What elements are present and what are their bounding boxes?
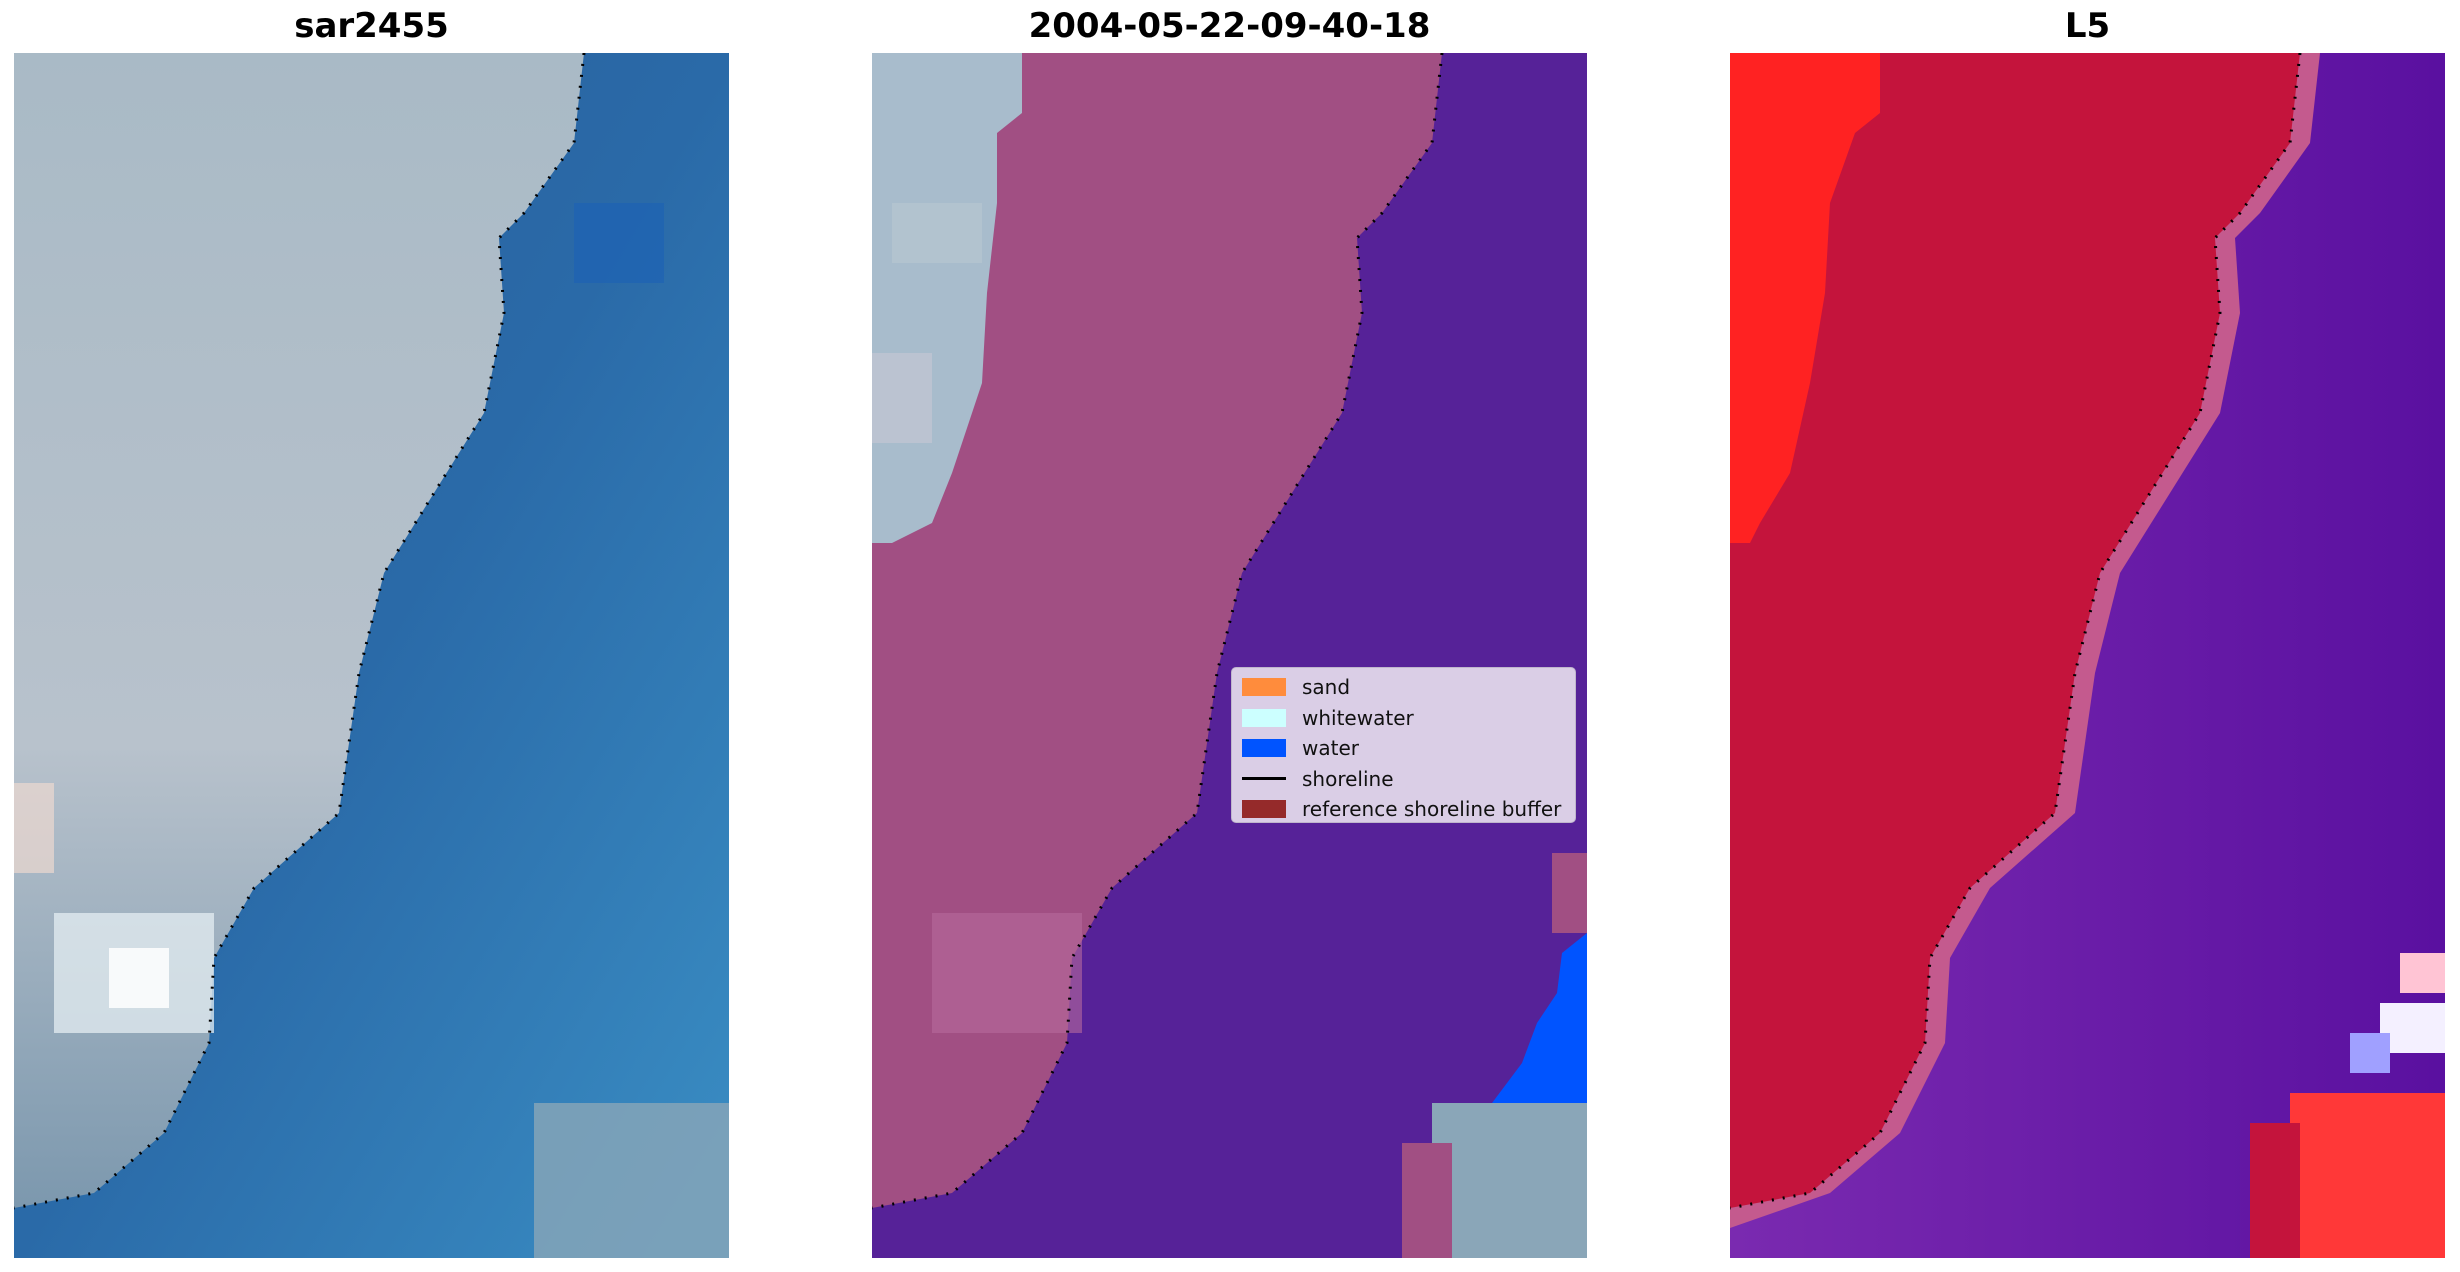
legend-label: reference shoreline buffer [1302,797,1562,822]
rgb-image-panel [14,53,729,1258]
panel-title-classified: 2004-05-22-09-40-18 [1028,6,1431,46]
whitewater-swatch [1242,708,1286,727]
sand-swatch [1242,678,1286,697]
buffer-swatch [1242,800,1286,819]
legend-item-water: water [1242,733,1565,764]
panel-title-mndwi: L5 [2064,6,2111,46]
legend-item-reference-buffer: reference shoreline buffer [1242,794,1565,825]
legend-label: whitewater [1302,705,1414,730]
classified-image-panel [872,53,1587,1258]
water-blue-class [1492,933,1587,1103]
legend-label: water [1302,736,1359,761]
bright-land-index [1730,53,1880,543]
legend-label: sand [1302,675,1351,700]
mndwi-image-panel [1730,53,2445,1258]
shoreline-swatch [1242,777,1286,781]
land-index [1730,53,2300,1208]
panel-title-rgb: sar2455 [294,6,449,46]
legend-item-shoreline: shoreline [1242,764,1565,795]
water-swatch [1242,739,1286,758]
legend-item-whitewater: whitewater [1242,703,1565,734]
legend-label: shoreline [1302,766,1394,791]
legend-item-sand: sand [1242,672,1565,703]
legend: sand whitewater water shoreline referenc… [1231,667,1576,823]
whitewater-class [1432,1103,1587,1258]
